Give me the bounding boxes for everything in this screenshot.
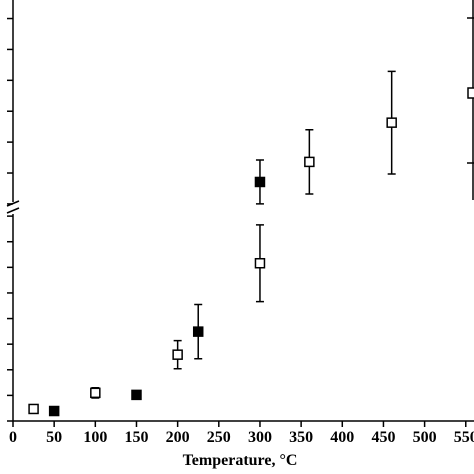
x-tick-label: 0 — [9, 429, 17, 446]
x-tick-label: 350 — [289, 429, 313, 446]
x-tick-label: 500 — [413, 429, 437, 446]
x-tick-label: 250 — [207, 429, 231, 446]
marker — [386, 117, 397, 128]
x-tick-label: 550 — [454, 429, 474, 446]
marker — [254, 257, 266, 269]
marker — [131, 389, 142, 401]
x-tick-label: 50 — [46, 429, 62, 446]
marker — [254, 176, 266, 188]
x-tick-label: 150 — [124, 429, 148, 446]
marker — [48, 405, 60, 417]
marker — [90, 387, 101, 399]
x-tick-label: 400 — [330, 429, 354, 446]
x-tick-label: 200 — [166, 429, 190, 446]
axis-break — [6, 200, 20, 214]
marker — [28, 403, 39, 415]
marker — [172, 349, 183, 360]
marker — [304, 156, 315, 168]
x-axis-label: Temperature, °C — [183, 452, 298, 469]
marker — [192, 326, 204, 337]
x-tick-label: 100 — [83, 429, 107, 446]
x-tick-label: 300 — [248, 429, 272, 446]
x-tick-label: 450 — [371, 429, 395, 446]
legend-symbol — [467, 87, 474, 99]
